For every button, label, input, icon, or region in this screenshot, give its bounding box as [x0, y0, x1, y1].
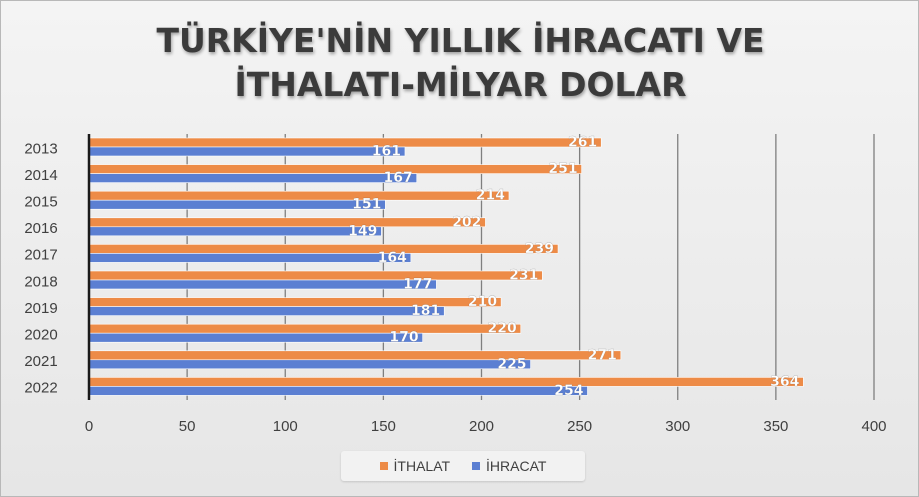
data-label-i̇thalat-2013: 261 — [568, 135, 597, 151]
bar-i̇thalat-2017 — [88, 244, 559, 254]
y-tick-label-2019: 2019 — [24, 300, 57, 317]
data-label-i̇hracat-2015: 151 — [352, 197, 381, 213]
bar-i̇hracat-2022 — [88, 386, 588, 396]
legend-swatch-ihracat — [472, 462, 481, 470]
data-label-i̇hracat-2014: 167 — [384, 170, 413, 186]
data-label-i̇thalat-2018: 231 — [509, 268, 538, 284]
data-label-i̇hracat-2021: 225 — [497, 356, 526, 372]
bar-i̇hracat-2018 — [88, 279, 437, 290]
data-label-i̇thalat-2014: 251 — [548, 161, 577, 177]
bar-i̇hracat-2013 — [88, 146, 406, 157]
x-tick-label-0: 0 — [85, 418, 93, 435]
bar-i̇hracat-2017 — [88, 253, 412, 263]
data-label-i̇hracat-2017: 164 — [378, 250, 407, 266]
x-tick-label-300: 300 — [665, 418, 690, 435]
x-tick-label-100: 100 — [273, 418, 298, 435]
legend-item-ihracat: İHRACAT — [472, 458, 546, 474]
data-label-i̇thalat-2016: 202 — [452, 214, 481, 230]
data-label-i̇thalat-2021: 271 — [588, 347, 617, 363]
x-tick-label-250: 250 — [567, 418, 592, 435]
data-label-i̇hracat-2016: 149 — [348, 223, 377, 239]
bar-i̇thalat-2020 — [88, 323, 522, 334]
legend-label-ihracat: İHRACAT — [486, 458, 547, 474]
bar-i̇thalat-2014 — [88, 164, 582, 174]
data-label-i̇hracat-2019: 181 — [411, 303, 440, 319]
bar-i̇thalat-2015 — [88, 190, 510, 201]
y-tick-label-2021: 2021 — [24, 353, 57, 370]
data-label-i̇hracat-2022: 254 — [554, 383, 583, 399]
bar-i̇thalat-2013 — [88, 137, 602, 148]
y-tick-label-2020: 2020 — [24, 327, 57, 344]
legend-swatch-ithalat — [379, 462, 388, 470]
data-label-i̇thalat-2022: 364 — [770, 374, 799, 390]
data-label-i̇thalat-2017: 239 — [525, 241, 554, 257]
data-label-i̇thalat-2019: 210 — [468, 294, 497, 310]
chart-title-line-1: TÜRKİYE'NİN YILLIK İHRACATI VE — [156, 21, 765, 60]
legend-item-ithalat: İTHALAT — [379, 458, 451, 474]
chart-legend: İTHALAT İHRACAT — [341, 451, 585, 481]
bar-i̇hracat-2014 — [88, 173, 418, 183]
bar-i̇thalat-2018 — [88, 270, 543, 281]
x-tick-label-350: 350 — [763, 418, 788, 435]
data-label-i̇thalat-2020: 220 — [488, 321, 517, 337]
x-tick-label-200: 200 — [469, 418, 494, 435]
y-tick-label-2015: 2015 — [24, 194, 57, 211]
bar-i̇hracat-2020 — [88, 332, 423, 343]
y-tick-label-2022: 2022 — [24, 380, 57, 397]
bar-i̇thalat-2022 — [88, 377, 804, 387]
x-tick-label-150: 150 — [371, 418, 396, 435]
bar-i̇thalat-2016 — [88, 217, 486, 228]
legend-label-ithalat: İTHALAT — [393, 458, 451, 474]
y-tick-label-2013: 2013 — [24, 140, 57, 157]
x-tick-label-400: 400 — [861, 418, 886, 435]
bar-i̇thalat-2021 — [88, 350, 622, 361]
x-tick-label-50: 50 — [179, 418, 196, 435]
y-tick-label-2016: 2016 — [24, 220, 57, 237]
chart-title: TÜRKİYE'NİN YILLIK İHRACATI VE İTHALATI-… — [1, 19, 918, 107]
data-label-i̇hracat-2013: 161 — [372, 144, 401, 160]
bar-i̇hracat-2021 — [88, 359, 531, 370]
y-tick-label-2018: 2018 — [24, 273, 57, 290]
bar-i̇hracat-2019 — [88, 306, 445, 316]
data-label-i̇thalat-2015: 214 — [476, 188, 505, 204]
y-tick-label-2017: 2017 — [24, 247, 57, 264]
y-tick-label-2014: 2014 — [24, 167, 57, 184]
chart-title-line-2: İTHALATI-MİLYAR DOLAR — [234, 65, 687, 104]
bar-i̇hracat-2016 — [88, 226, 382, 237]
data-label-i̇hracat-2018: 177 — [403, 277, 432, 293]
data-label-i̇hracat-2020: 170 — [389, 330, 418, 346]
bar-i̇hracat-2015 — [88, 199, 386, 210]
